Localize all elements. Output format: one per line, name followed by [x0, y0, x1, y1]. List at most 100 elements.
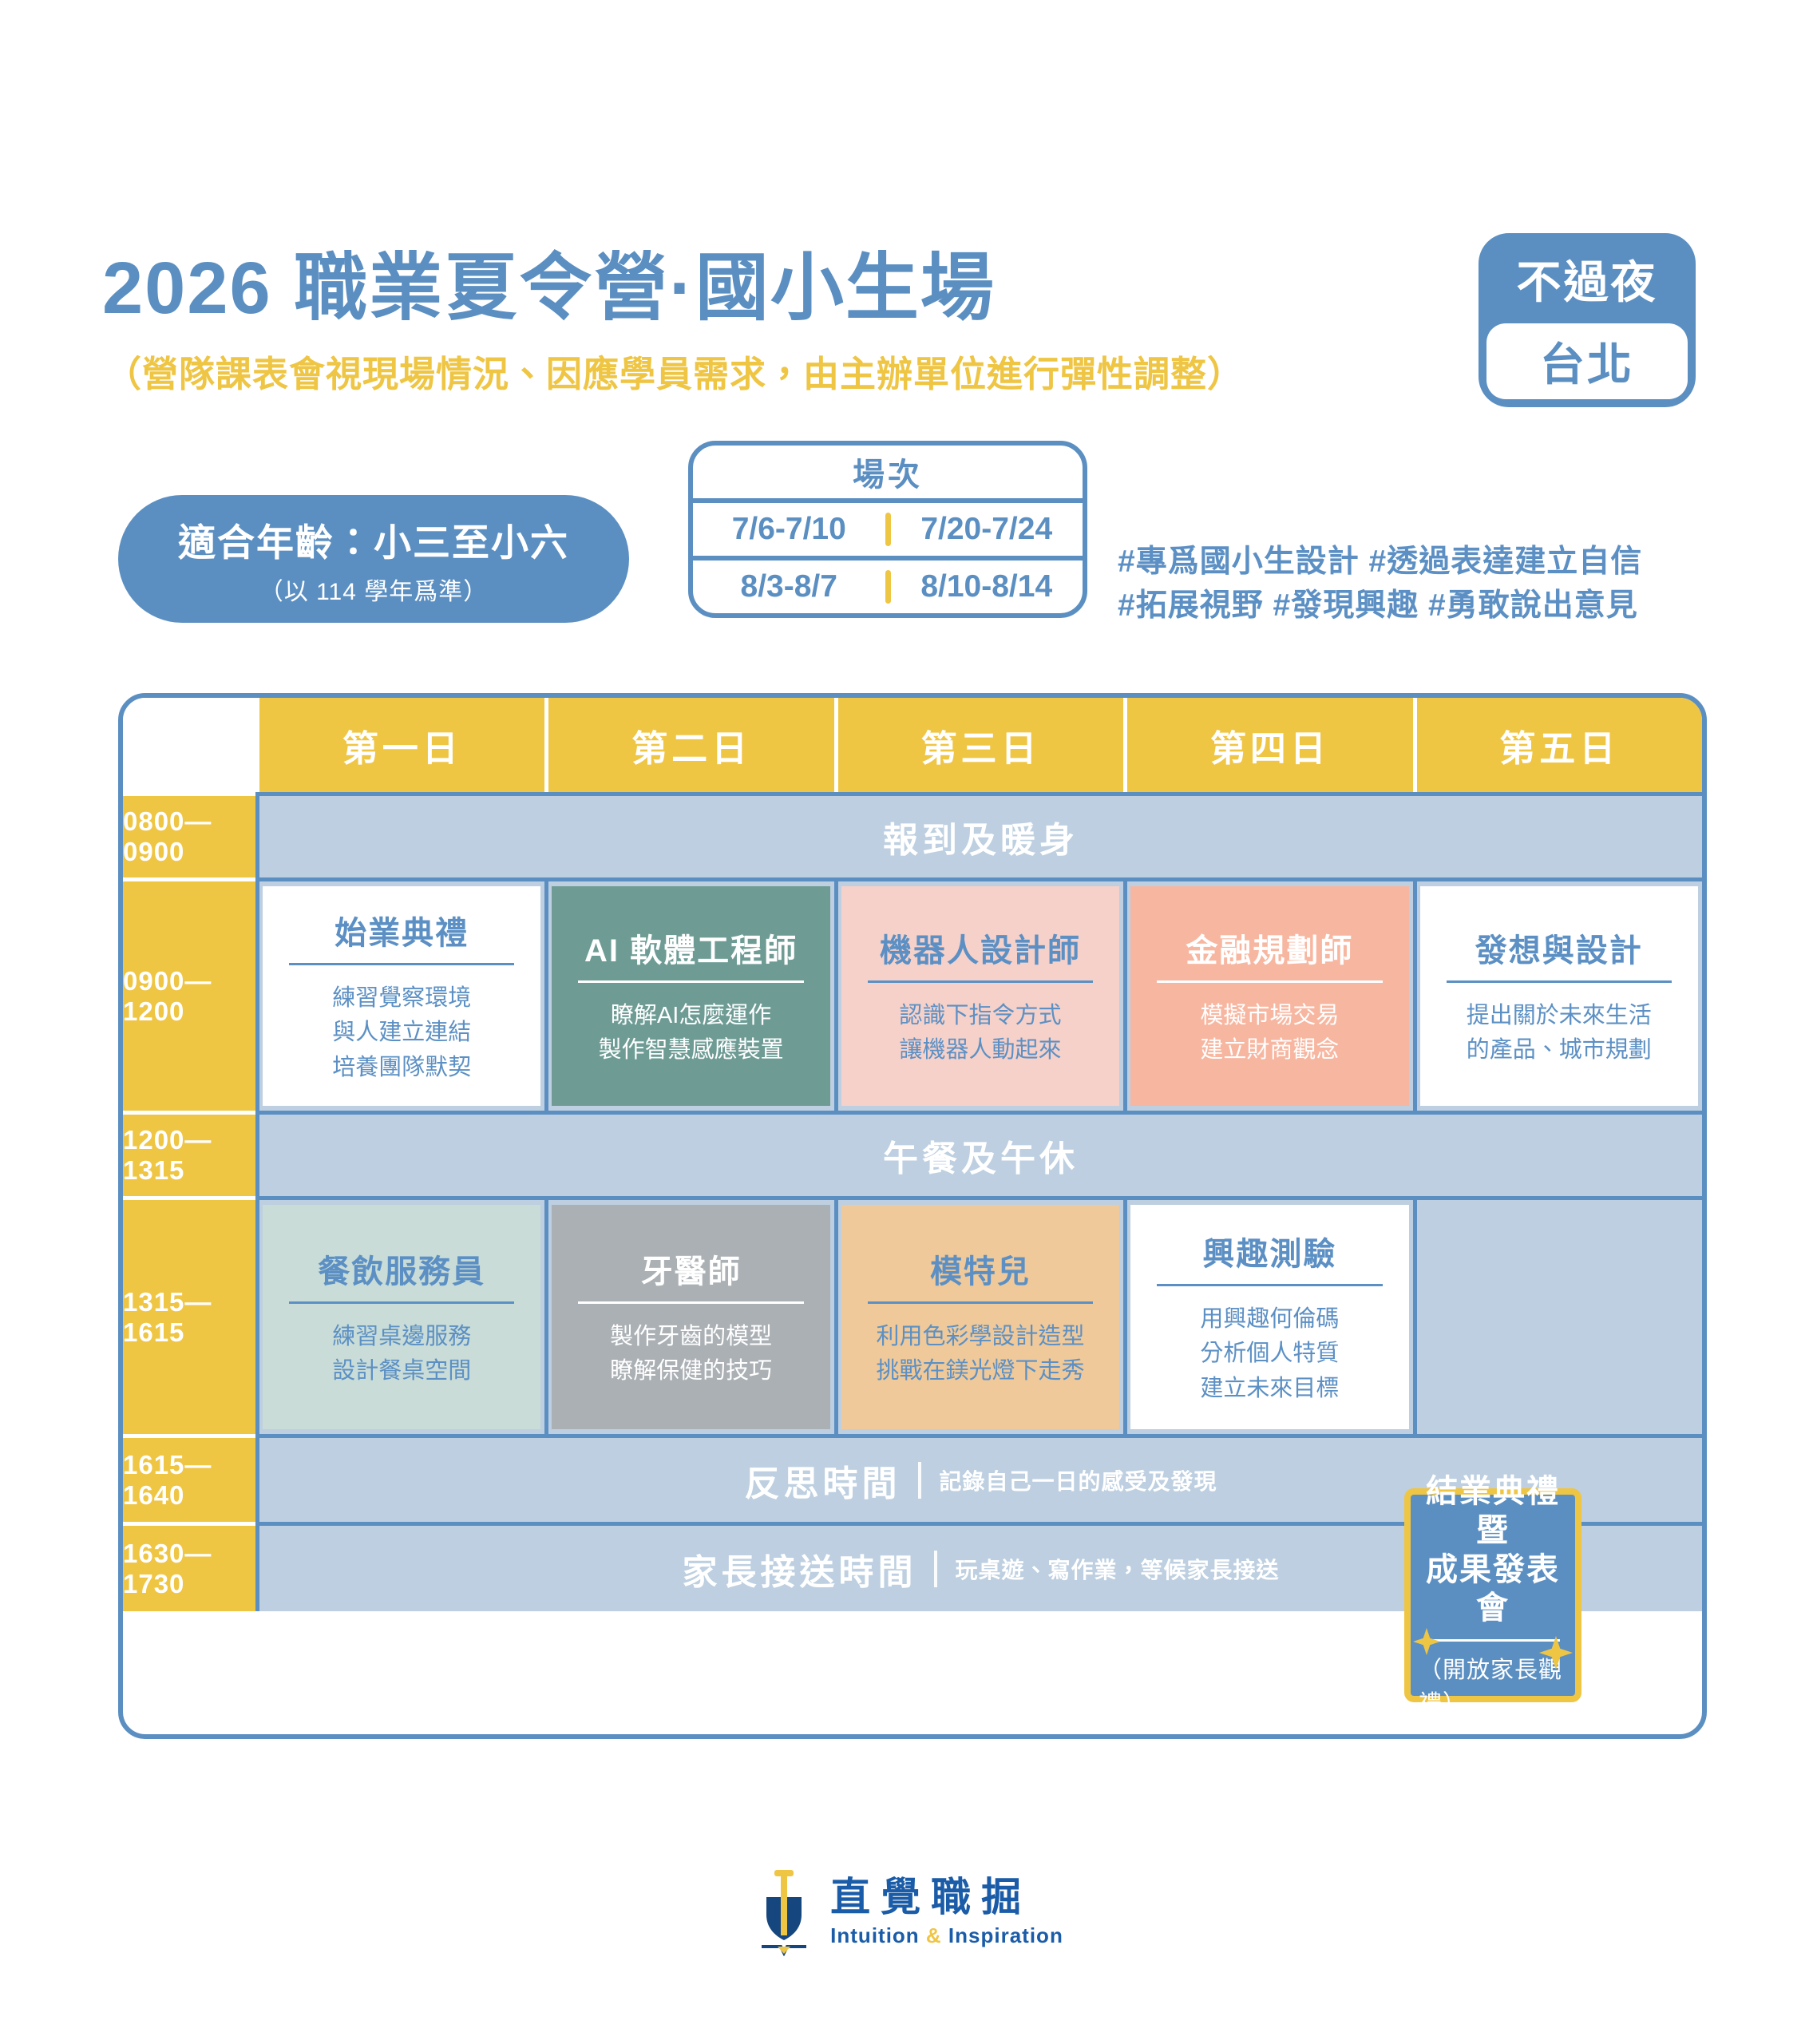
course-desc: 練習桌邊服務 設計餐桌空間	[332, 1323, 472, 1384]
course-card-morning-5[interactable]: 發想與設計 提出關於未來生活 的產品、城市規劃	[1419, 886, 1698, 1106]
course-slot[interactable]: 餐飲服務員 練習桌邊服務 設計餐桌空間	[255, 1196, 545, 1434]
table-header-day-4: 第四日	[1123, 698, 1413, 792]
session-date: 8/3-8/7	[740, 569, 837, 604]
band-lunch: 午餐及午休	[255, 1111, 1702, 1196]
time-slot-checkin: 0800—0900	[123, 792, 255, 877]
band-pickup-title: 家長接送時間	[682, 1552, 917, 1592]
course-card-morning-2[interactable]: AI 軟體工程師 瞭解AI怎麼運作 製作智慧感應裝置	[552, 886, 830, 1106]
course-rule	[867, 980, 1094, 983]
table-header-day-3: 第三日	[833, 698, 1124, 792]
course-slot[interactable]: 興趣測驗 用興趣何倫碼 分析個人特質 建立未來目標	[1123, 1196, 1413, 1434]
badge-overnight-label: 不過夜	[1516, 257, 1658, 307]
course-card-afternoon-1[interactable]: 餐飲服務員 練習桌邊服務 設計餐桌空間	[263, 1205, 541, 1429]
session-date: 7/20-7/24	[920, 512, 1053, 546]
logo-chinese-name: 直覺職掘	[830, 1874, 1032, 1919]
course-slot[interactable]: 金融規劃師 模擬市場交易 建立財商觀念	[1123, 877, 1413, 1111]
session-divider	[885, 570, 891, 604]
time-slot-lunch: 1200—1315	[123, 1111, 255, 1196]
course-desc: 用興趣何倫碼 分析個人特質 建立未來目標	[1200, 1305, 1340, 1401]
course-card-afternoon-3[interactable]: 模特兒 利用色彩學設計造型 挑戰在鎂光燈下走秀	[841, 1205, 1120, 1429]
course-slot[interactable]: AI 軟體工程師 瞭解AI怎麼運作 製作智慧感應裝置	[544, 877, 834, 1111]
sparkle-icon	[1538, 1636, 1573, 1670]
course-card-afternoon-2[interactable]: 牙醫師 製作牙齒的模型 瞭解保健的技巧	[552, 1205, 830, 1429]
logo-english-name: Intuition & Inspiration	[830, 1923, 1063, 1948]
course-slot[interactable]: 始業典禮 練習覺察環境 與人建立連結 培養團隊默契	[255, 877, 545, 1111]
closing-ceremony-rule-wrap	[1413, 1628, 1573, 1670]
course-title: 金融規劃師	[1186, 933, 1354, 969]
table-header-day-5: 第五日	[1412, 698, 1702, 792]
course-slot[interactable]: 模特兒 利用色彩學設計造型 挑戰在鎂光燈下走秀	[833, 1196, 1124, 1434]
course-title: 興趣測驗	[1202, 1236, 1337, 1272]
session-dates-row: 8/3-8/7 8/10-8/14	[693, 556, 1083, 613]
table-corner-cell	[123, 698, 255, 792]
course-card-morning-1[interactable]: 始業典禮 練習覺察環境 與人建立連結 培養團隊默契	[263, 886, 541, 1106]
course-card-morning-4[interactable]: 金融規劃師 模擬市場交易 建立財商觀念	[1130, 886, 1409, 1106]
band-divider	[934, 1550, 938, 1587]
hashtag-block: #專爲國小生設計 #透過表達建立自信 #拓展視野 #發現興趣 #勇敢說出意見	[1118, 540, 1642, 628]
table-header-day-2: 第二日	[544, 698, 834, 792]
session-date: 8/10-8/14	[920, 569, 1053, 604]
session-date: 7/6-7/10	[731, 512, 846, 546]
course-rule	[1446, 980, 1673, 983]
session-dates-heading: 場次	[693, 446, 1083, 503]
shovel-icon	[754, 1868, 814, 1957]
course-desc: 模擬市場交易 建立財商觀念	[1200, 1002, 1340, 1064]
course-title: 機器人設計師	[879, 933, 1081, 969]
course-slot[interactable]: 機器人設計師 認識下指令方式 讓機器人動起來	[833, 877, 1124, 1111]
course-rule	[288, 962, 515, 965]
course-desc: 瞭解AI怎麼運作 製作智慧感應裝置	[598, 1002, 784, 1064]
band-lunch-title: 午餐及午休	[882, 1139, 1079, 1178]
course-desc: 提出關於未來生活 的產品、城市規劃	[1466, 1002, 1652, 1064]
closing-ceremony-note: （開放家長觀禮）	[1419, 1658, 1563, 1717]
poster-header: 2026 職業夏令營·國小生場 （營隊課表會視現場情況、因應學員需求，由主辦單位…	[0, 0, 1817, 655]
sparkle-icon	[1413, 1628, 1441, 1656]
course-rule	[578, 1301, 804, 1304]
footer-logo: 直覺職掘 Intuition & Inspiration	[0, 1868, 1817, 1957]
logo-en-right: Inspiration	[941, 1923, 1063, 1947]
session-dates-row: 7/6-7/10 7/20-7/24	[693, 503, 1083, 556]
course-slot[interactable]: 發想與設計 提出關於未來生活 的產品、城市規劃	[1412, 877, 1702, 1111]
time-slot-pickup: 1630—1730	[123, 1522, 255, 1611]
band-checkin: 報到及暖身	[255, 792, 1702, 877]
logo-text: 直覺職掘 Intuition & Inspiration	[830, 1877, 1063, 1948]
time-slot-reflection: 1615—1640	[123, 1434, 255, 1522]
course-title: 牙醫師	[640, 1254, 742, 1289]
time-slot-morning: 0900—1200	[123, 877, 255, 1111]
closing-ceremony-highlight[interactable]: 結業典禮暨 成果發表會 （開放家長觀禮）	[1404, 1474, 1581, 1717]
band-reflection-title: 反思時間	[744, 1464, 901, 1503]
band-checkin-title: 報到及暖身	[882, 821, 1079, 860]
course-rule	[867, 1301, 1094, 1304]
course-title: 始業典禮	[335, 915, 469, 951]
course-slot[interactable]: 牙醫師 製作牙齒的模型 瞭解保健的技巧	[544, 1196, 834, 1434]
logo-en-ampersand: &	[925, 1923, 942, 1947]
band-pickup-note: 玩桌遊、寫作業，等候家長接送	[955, 1557, 1280, 1583]
age-range-pill: 適合年齡：小三至小六 （以 114 學年爲準）	[118, 495, 629, 623]
course-slot-closing-ceremony[interactable]	[1412, 1196, 1702, 1434]
session-dates-box: 場次 7/6-7/10 7/20-7/24 8/3-8/7 8/10-8/14	[688, 441, 1087, 618]
course-card-afternoon-4[interactable]: 興趣測驗 用興趣何倫碼 分析個人特質 建立未來目標	[1130, 1205, 1409, 1429]
course-rule	[1157, 980, 1383, 983]
course-title: 模特兒	[929, 1254, 1031, 1289]
time-slot-afternoon: 1315—1615	[123, 1196, 255, 1434]
page-title: 2026 職業夏令營·國小生場	[102, 248, 996, 329]
table-header-day-1: 第一日	[255, 698, 545, 792]
closing-ceremony-title: 結業典禮暨 成果發表會	[1426, 1473, 1560, 1626]
course-rule	[578, 980, 804, 983]
course-card-morning-3[interactable]: 機器人設計師 認識下指令方式 讓機器人動起來	[841, 886, 1120, 1106]
course-desc: 練習覺察環境 與人建立連結 培養團隊默契	[332, 984, 472, 1080]
schedule-table: 第一日 第二日 第三日 第四日 第五日 0800—0900 報到及暖身 0900…	[118, 693, 1707, 1739]
age-range-note: （以 114 學年爲準）	[259, 578, 489, 605]
page-subtitle: （營隊課表會視現場情況、因應學員需求，由主辦單位進行彈性調整）	[105, 354, 1245, 394]
course-desc: 製作牙齒的模型 瞭解保健的技巧	[610, 1323, 773, 1384]
closing-ceremony-rule	[1426, 1639, 1560, 1642]
session-divider	[885, 513, 891, 546]
logo-en-left: Intuition	[830, 1923, 926, 1947]
course-rule	[288, 1301, 515, 1304]
age-range-main: 適合年齡：小三至小六	[178, 521, 569, 564]
course-title: AI 軟體工程師	[584, 933, 798, 969]
course-rule	[1157, 1283, 1383, 1286]
overnight-location-badge: 不過夜 台北	[1479, 233, 1696, 407]
band-reflection-note: 記錄自己一日的感受及發現	[939, 1468, 1217, 1494]
course-desc: 認識下指令方式 讓機器人動起來	[899, 1002, 1062, 1064]
